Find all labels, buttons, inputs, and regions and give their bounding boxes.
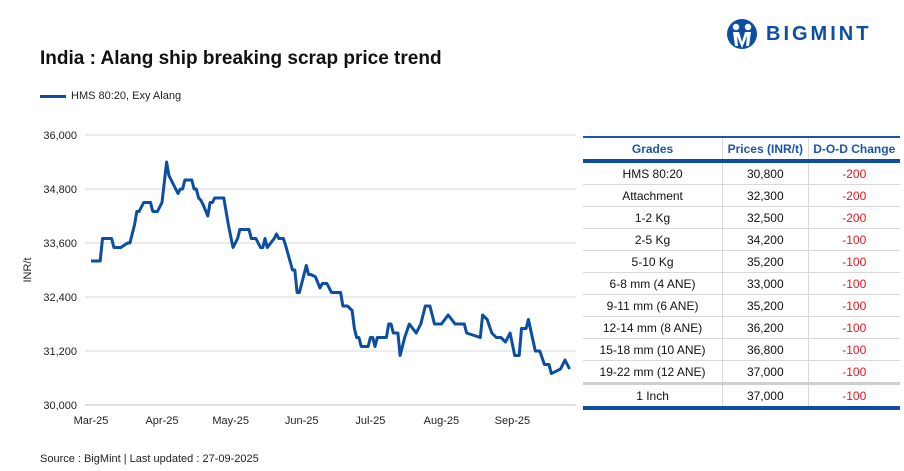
grade-cell: 2-5 Kg [583,228,723,251]
table-row: 5-10 Kg 35,200 -100 [583,250,900,273]
change-cell: -200 [807,206,900,229]
column-header: Prices (INR/t) [722,136,809,163]
x-tick-label: Jun-25 [285,415,319,427]
y-tick-label: 30,000 [43,400,77,412]
grades-table: Grades Prices (INR/t) D-O-D Change HMS 80:… [583,136,900,410]
grade-cell: HMS 80:20 [583,161,723,185]
table-row: 15-18 mm (10 ANE) 36,800 -100 [583,338,900,361]
change-cell: -100 [807,360,900,384]
price-cell: 36,200 [722,316,809,339]
x-tick-label: May-25 [212,415,249,427]
grade-cell: 1-2 Kg [583,206,723,229]
table-row: 19-22 mm (12 ANE) 37,000 -100 [583,360,900,384]
price-cell: 32,500 [722,206,809,229]
table-row: 9-11 mm (6 ANE) 35,200 -100 [583,294,900,317]
change-cell: -100 [807,272,900,295]
price-cell: 33,000 [722,272,809,295]
change-cell: -100 [807,338,900,361]
grade-cell: 19-22 mm (12 ANE) [583,360,723,384]
logo-text: BIGMINT [766,22,872,45]
change-cell: -100 [807,228,900,251]
x-tick-label: Mar-25 [74,415,109,427]
grade-cell: 12-14 mm (8 ANE) [583,316,723,339]
table-row: 2-5 Kg 34,200 -100 [583,228,900,251]
grade-cell: 6-8 mm (4 ANE) [583,272,723,295]
x-tick-label: Apr-25 [145,415,178,427]
grade-cell: Attachment [583,184,723,207]
change-cell: -100 [807,382,900,410]
source-note: Source : BigMint | Last updated : 27-09-… [40,453,259,465]
grade-cell: 1 Inch [583,382,723,410]
change-cell: -200 [807,161,900,185]
grade-cell: 9-11 mm (6 ANE) [583,294,723,317]
price-cell: 36,800 [722,338,809,361]
price-cell: 32,300 [722,184,809,207]
bigmint-logo: BIGMINT [726,18,871,50]
column-header: D-O-D Change [807,136,900,163]
change-cell: -100 [807,316,900,339]
table-header-row: Grades Prices (INR/t) D-O-D Change [583,136,900,163]
y-tick-label: 31,200 [43,346,77,358]
price-cell: 34,200 [722,228,809,251]
x-tick-label: Aug-25 [424,415,459,427]
series-line [91,160,571,375]
table-row: 1-2 Kg 32,500 -200 [583,206,900,229]
y-tick-label: 33,600 [43,238,77,250]
table-row: 6-8 mm (4 ANE) 33,000 -100 [583,272,900,295]
price-cell: 37,000 [722,382,809,410]
price-cell: 37,000 [722,360,809,384]
price-cell: 35,200 [722,294,809,317]
x-tick-label: Jul-25 [355,415,385,427]
grade-cell: 15-18 mm (10 ANE) [583,338,723,361]
x-tick-label: Sep-25 [495,415,530,427]
table-row: HMS 80:20 30,800 -200 [583,161,900,185]
grade-cell: 5-10 Kg [583,250,723,273]
y-axis-label: INR/t [22,257,34,282]
chart-title: India : Alang ship breaking scrap price … [40,48,442,69]
column-header: Grades [583,136,723,163]
table-row: 1 Inch 37,000 -100 [583,382,900,410]
table-row: 12-14 mm (8 ANE) 36,200 -100 [583,316,900,339]
legend-swatch [40,94,66,98]
price-cell: 30,800 [722,161,809,185]
legend-label: HMS 80:20, Exy Alang [71,90,182,102]
change-cell: -100 [807,250,900,273]
legend: HMS 80:20, Exy Alang [40,90,181,102]
change-cell: -200 [807,184,900,207]
price-cell: 35,200 [722,250,809,273]
change-cell: -100 [807,294,900,317]
y-tick-label: 34,800 [43,184,77,196]
table-row: Attachment 32,300 -200 [583,184,900,207]
bigmint-logo-icon [727,19,757,49]
y-tick-label: 32,400 [43,292,77,304]
y-tick-label: 36,000 [43,130,77,142]
